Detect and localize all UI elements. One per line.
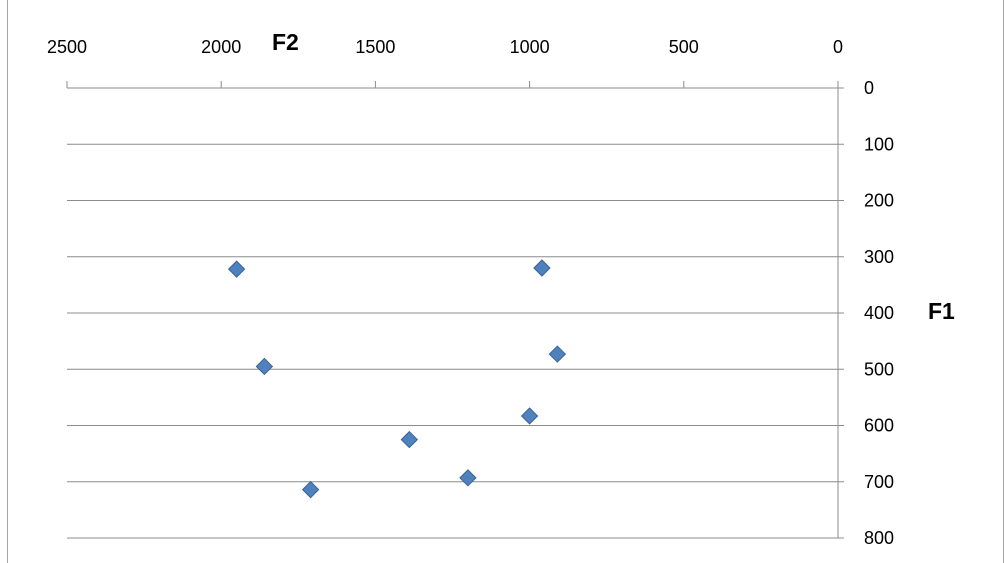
x-tick-label-500: 500 bbox=[669, 37, 699, 57]
y-tick-label-800: 800 bbox=[864, 528, 894, 548]
y-tick-label-500: 500 bbox=[864, 359, 894, 379]
data-points bbox=[227, 259, 567, 499]
data-point-8 bbox=[301, 480, 320, 499]
axes bbox=[66, 81, 844, 539]
y-tick-label-200: 200 bbox=[864, 191, 894, 211]
x-axis-title: F2 bbox=[272, 29, 299, 55]
data-point-3 bbox=[255, 357, 274, 376]
tick-labels: 0 100 200 300 400 500 600 700 800 2500 2000 1500 100… bbox=[47, 37, 894, 548]
data-point-7 bbox=[459, 469, 477, 487]
y-tick-label-0: 0 bbox=[864, 78, 874, 98]
data-point-2 bbox=[533, 259, 551, 277]
data-point-6 bbox=[400, 430, 419, 449]
x-tick-label-1500: 1500 bbox=[355, 37, 395, 57]
y-tick-label-600: 600 bbox=[864, 416, 894, 436]
y-tick-label-400: 400 bbox=[864, 303, 894, 323]
data-point-1 bbox=[227, 260, 246, 278]
x-tick-label-2000: 2000 bbox=[201, 37, 241, 57]
x-tick-label-0: 0 bbox=[833, 37, 843, 57]
y-tick-label-300: 300 bbox=[864, 247, 894, 267]
data-point-5 bbox=[520, 407, 539, 425]
gridlines bbox=[67, 87, 838, 539]
y-axis-title: F1 bbox=[928, 298, 955, 324]
y-tick-label-700: 700 bbox=[864, 472, 894, 492]
x-tick-label-1000: 1000 bbox=[510, 37, 550, 57]
x-tick-label-2500: 2500 bbox=[47, 37, 87, 57]
data-point-4 bbox=[548, 345, 567, 363]
y-tick-label-100: 100 bbox=[864, 134, 894, 154]
